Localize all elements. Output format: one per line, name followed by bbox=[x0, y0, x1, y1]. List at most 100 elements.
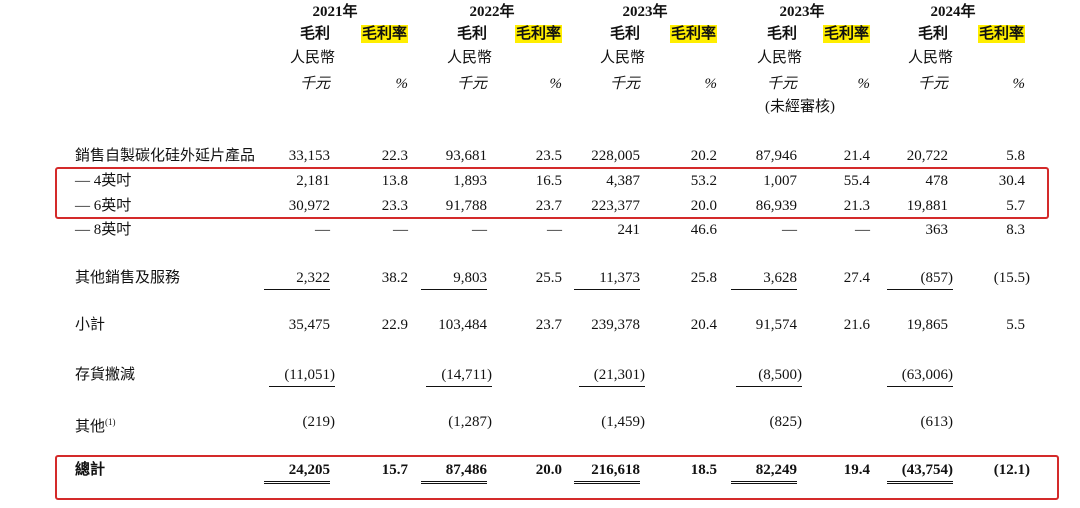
margin-value: 25.8 bbox=[690, 270, 717, 286]
year: 2024年 bbox=[930, 4, 976, 20]
margin-value: 20.0 bbox=[535, 462, 562, 478]
margin-value: 15.7 bbox=[381, 462, 408, 478]
margin-value: — bbox=[855, 222, 870, 238]
row-label-text: — 8英吋 bbox=[75, 222, 132, 238]
margin-value: 20.2 bbox=[690, 148, 717, 164]
gross-profit-value: (8,500) bbox=[736, 366, 802, 387]
gross-profit-value: (219) bbox=[302, 414, 336, 430]
gross-profit-value: (63,006) bbox=[887, 366, 953, 387]
gross-profit-header: 毛利 bbox=[456, 26, 487, 42]
gross-profit-header: 毛利 bbox=[917, 26, 948, 42]
currency: 人民幣 bbox=[289, 50, 335, 66]
gross-profit-value: 363 bbox=[925, 222, 949, 238]
margin-value: 20.0 bbox=[690, 198, 717, 214]
margin-value: 5.8 bbox=[1006, 148, 1025, 164]
percent: % bbox=[549, 76, 563, 92]
margin-value: (15.5) bbox=[993, 270, 1030, 286]
row-label-text: — 4英吋 bbox=[75, 173, 132, 189]
margin-value: 21.4 bbox=[843, 148, 870, 164]
row-label: 總計 bbox=[75, 461, 105, 479]
margin-value: 30.4 bbox=[998, 173, 1025, 189]
row-label: 其他(1) bbox=[75, 413, 116, 436]
row-label: — 6英吋 bbox=[75, 197, 131, 215]
gross-profit-value: (825) bbox=[769, 414, 803, 430]
gross-profit-value: 35,475 bbox=[288, 317, 330, 333]
row-label-text: 小計 bbox=[75, 317, 106, 333]
margin-value: 21.6 bbox=[843, 317, 870, 333]
note: (未經審核) bbox=[765, 99, 835, 115]
gross-profit-value: 1,007 bbox=[763, 173, 797, 189]
gross-profit-value: 2,181 bbox=[296, 173, 330, 189]
currency: 人民幣 bbox=[446, 50, 492, 66]
unit: 千元 bbox=[609, 76, 640, 92]
gross-profit-value: 1,893 bbox=[453, 173, 487, 189]
gross-profit-value: 82,249 bbox=[731, 461, 797, 484]
gross-profit-value: 20,722 bbox=[906, 148, 948, 164]
margin-value: 8.3 bbox=[1006, 222, 1025, 238]
year: 2023年 bbox=[779, 4, 825, 20]
gross-profit-value: (1,287) bbox=[448, 414, 492, 430]
unit: 千元 bbox=[299, 76, 330, 92]
gross-profit-value: 91,788 bbox=[445, 198, 487, 214]
gross-profit-value: 9,803 bbox=[421, 269, 487, 290]
footnote-ref: (1) bbox=[105, 417, 116, 427]
row-label: — 4英吋 bbox=[75, 172, 131, 190]
gross-profit-value: 241 bbox=[617, 222, 641, 238]
row-label: 小計 bbox=[75, 316, 105, 334]
row-label-text: 存貨撇減 bbox=[75, 367, 136, 383]
row-label: 其他銷售及服務 bbox=[75, 269, 180, 287]
gross-profit-value: 103,484 bbox=[438, 317, 487, 333]
unit: 千元 bbox=[456, 76, 487, 92]
margin-value: 18.5 bbox=[690, 462, 717, 478]
row-label-text: 其他銷售及服務 bbox=[75, 270, 181, 286]
percent: % bbox=[1012, 76, 1026, 92]
gross-profit-header: 毛利 bbox=[299, 26, 330, 42]
gross-profit-value: 223,377 bbox=[591, 198, 640, 214]
gross-profit-value: 24,205 bbox=[264, 461, 330, 484]
gross-profit-value: 91,574 bbox=[755, 317, 797, 333]
gross-profit-value: (1,459) bbox=[601, 414, 645, 430]
gross-profit-value: (14,711) bbox=[426, 366, 492, 387]
gross-profit-value: 87,946 bbox=[755, 148, 797, 164]
margin-value: — bbox=[547, 222, 562, 238]
percent: % bbox=[857, 76, 871, 92]
margin-value: — bbox=[393, 222, 408, 238]
margin-value: 22.9 bbox=[381, 317, 408, 333]
margin-value: 19.4 bbox=[843, 462, 870, 478]
gross-profit-value: — bbox=[782, 222, 797, 238]
gross-profit-value: (11,051) bbox=[269, 366, 335, 387]
margin-header: 毛利率 bbox=[669, 25, 717, 43]
margin-value: 27.4 bbox=[843, 270, 870, 286]
currency: 人民幣 bbox=[756, 50, 802, 66]
gross-profit-value: 19,881 bbox=[906, 198, 948, 214]
gross-profit-value: 2,322 bbox=[264, 269, 330, 290]
margin-value: 23.7 bbox=[535, 317, 562, 333]
margin-value: 38.2 bbox=[381, 270, 408, 286]
margin-value: 5.5 bbox=[1006, 317, 1025, 333]
gross-profit-value: 86,939 bbox=[755, 198, 797, 214]
margin-header: 毛利率 bbox=[514, 25, 562, 43]
gross-profit-value: 478 bbox=[925, 173, 949, 189]
gross-profit-header: 毛利 bbox=[766, 26, 797, 42]
gross-profit-value: 93,681 bbox=[445, 148, 487, 164]
currency: 人民幣 bbox=[907, 50, 953, 66]
margin-value: (12.1) bbox=[993, 462, 1030, 478]
margin-value: 53.2 bbox=[690, 173, 717, 189]
gross-profit-value: — bbox=[315, 222, 330, 238]
gross-profit-value: 4,387 bbox=[606, 173, 640, 189]
highlight-box bbox=[55, 167, 1049, 219]
margin-value: 22.3 bbox=[381, 148, 408, 164]
margin-value: 46.6 bbox=[690, 222, 717, 238]
margin-value: 25.5 bbox=[535, 270, 562, 286]
margin-value: 20.4 bbox=[690, 317, 717, 333]
gross-profit-value: 87,486 bbox=[421, 461, 487, 484]
row-label-text: — 6英吋 bbox=[75, 198, 132, 214]
row-label: 存貨撇減 bbox=[75, 366, 135, 384]
margin-value: 23.3 bbox=[381, 198, 408, 214]
row-label: — 8英吋 bbox=[75, 221, 131, 239]
margin-value: 23.5 bbox=[535, 148, 562, 164]
gross-profit-value: 33,153 bbox=[288, 148, 330, 164]
margin-header: 毛利率 bbox=[360, 25, 408, 43]
gross-profit-value: 239,378 bbox=[591, 317, 640, 333]
